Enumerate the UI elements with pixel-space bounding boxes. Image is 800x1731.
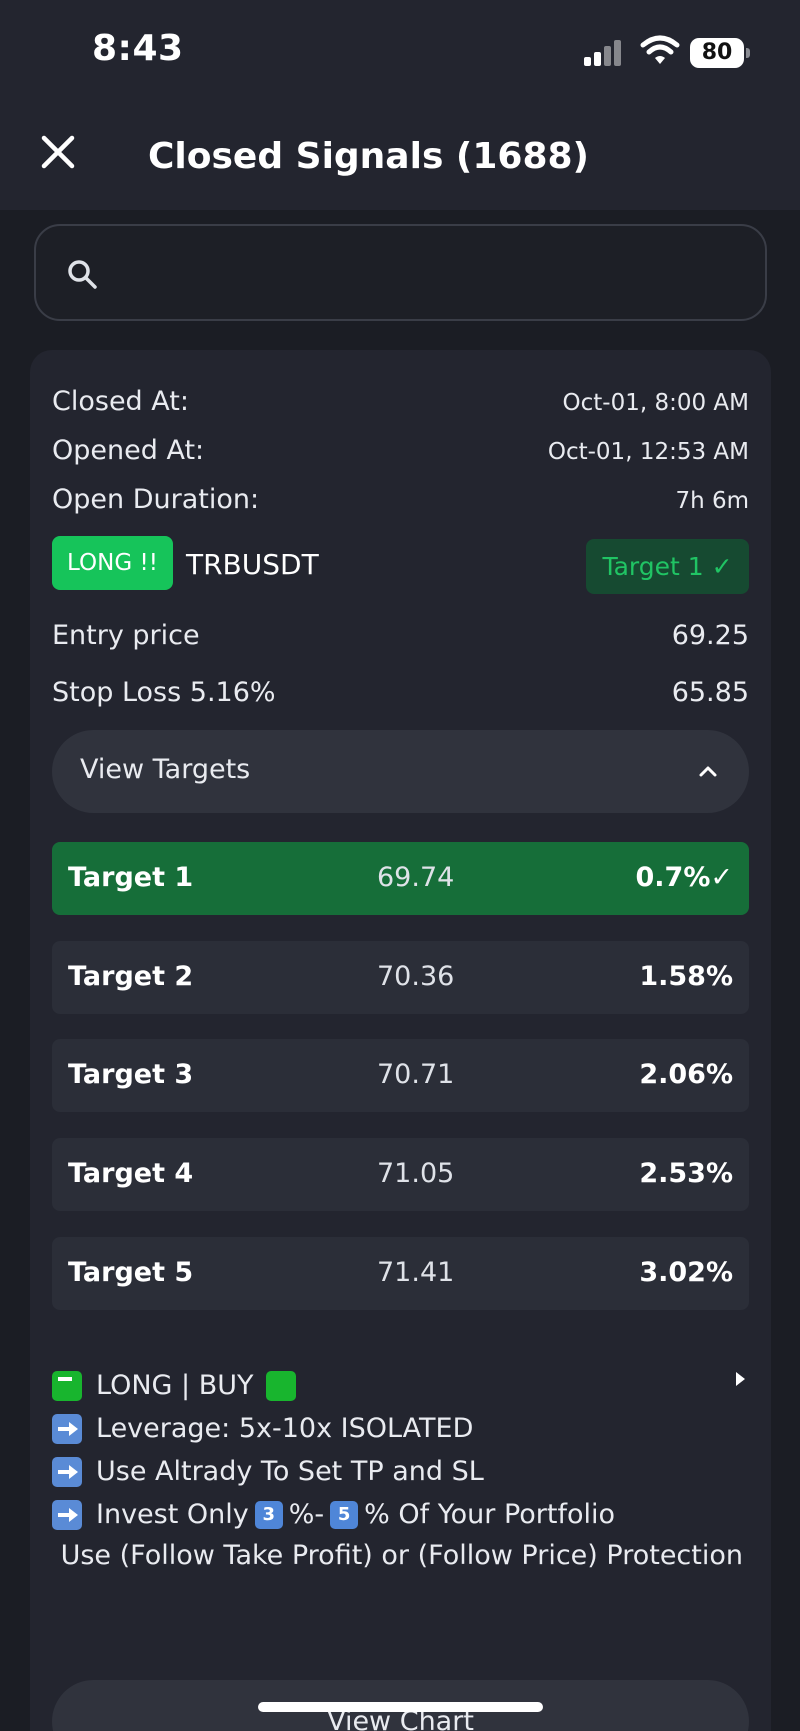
direction-badge: LONG !! [52,536,173,590]
green-square-icon [52,1370,82,1401]
note-text: Leverage: 5x-10x ISOLATED [96,1413,474,1444]
opened-at-row: Opened At: Oct-01, 12:53 AM [52,435,749,466]
wifi-icon [640,35,680,64]
target-percent: 2.53% [639,1158,733,1189]
target-name: Target 1 [68,862,194,893]
note-text: % Of Your Portfolio [364,1499,616,1530]
note-line: Use Altrady To Set TP and SL [52,1450,749,1493]
target-percent: 2.06% [639,1059,733,1090]
target-name: Target 4 [68,1158,194,1189]
duration-row: Open Duration: 7h 6m [52,484,749,515]
top-bar: 8:43 80 Closed Signals (1688) [0,0,800,210]
home-indicator[interactable] [258,1702,543,1712]
stop-loss-value: 65.85 [671,677,749,708]
search-bar[interactable] [34,224,767,321]
right-arrow-icon [52,1456,82,1487]
opened-at-value: Oct-01, 12:53 AM [547,439,749,465]
note-line: Invest Only 3 %- 5 % Of Your Portfolio [52,1493,749,1536]
target-row: Target 2 70.36 1.58% [52,941,749,1014]
target-price: 70.71 [377,1059,455,1090]
right-arrow-icon [52,1413,82,1444]
view-targets-button[interactable]: View Targets [52,730,749,813]
battery-icon: 80 [690,38,750,68]
cellular-signal-icon [584,40,626,66]
status-time: 8:43 [92,28,184,69]
status-badge: Target 1 ✓ [586,539,749,594]
keycap-five-icon: 5 [330,1500,359,1529]
chevron-up-icon [699,766,717,777]
note-text: %- [288,1499,325,1530]
note-text: LONG | BUY [96,1370,254,1401]
target-row: Target 3 70.71 2.06% [52,1039,749,1112]
target-price: 71.41 [377,1257,455,1288]
close-icon[interactable] [36,130,80,174]
closed-at-row: Closed At: Oct-01, 8:00 AM [52,386,749,417]
note-line: Use (Follow Take Profit) or (Follow Pric… [52,1536,749,1576]
target-name: Target 5 [68,1257,194,1288]
target-percent: 1.58% [639,961,733,992]
target-name: Target 3 [68,1059,194,1090]
page-title: Closed Signals (1688) [148,136,589,177]
note-text: Invest Only [96,1499,249,1530]
target-price: 70.36 [377,961,455,992]
search-icon [68,260,97,289]
closed-at-label: Closed At: [52,386,189,417]
target-price: 71.05 [377,1158,455,1189]
entry-price-label: Entry price [52,620,200,651]
keycap-three-icon: 3 [254,1500,283,1529]
target-price: 69.74 [377,862,455,893]
stop-loss-row: Stop Loss 5.16% 65.85 [52,677,749,708]
target-name: Target 2 [68,961,194,992]
trading-pair: TRBUSDT [186,548,319,581]
stop-loss-label: Stop Loss 5.16% [52,677,276,708]
entry-price-row: Entry price 69.25 [52,620,749,651]
opened-at-label: Opened At: [52,435,205,466]
search-input[interactable] [118,248,738,298]
view-targets-label: View Targets [80,754,251,785]
signal-card: Closed At: Oct-01, 8:00 AM Opened At: Oc… [30,350,771,1731]
duration-label: Open Duration: [52,484,260,515]
right-arrow-icon [52,1499,82,1530]
target-percent: 0.7%✓ [635,862,733,893]
signal-notes: LONG | BUY Leverage: 5x-10x ISOLATED Use… [52,1364,749,1576]
target-row: Target 5 71.41 3.02% [52,1237,749,1310]
entry-price-value: 69.25 [671,620,749,651]
green-square-icon [265,1370,296,1401]
note-line: LONG | BUY [52,1364,749,1407]
note-text: Use Altrady To Set TP and SL [96,1456,484,1487]
closed-at-value: Oct-01, 8:00 AM [562,390,750,416]
target-row: Target 4 71.05 2.53% [52,1138,749,1211]
target-row: Target 1 69.74 0.7%✓ [52,842,749,915]
note-text: Use (Follow Take Profit) or (Follow Pric… [60,1540,743,1571]
duration-value: 7h 6m [675,488,749,514]
target-percent: 3.02% [639,1257,733,1288]
note-line: Leverage: 5x-10x ISOLATED [52,1407,749,1450]
